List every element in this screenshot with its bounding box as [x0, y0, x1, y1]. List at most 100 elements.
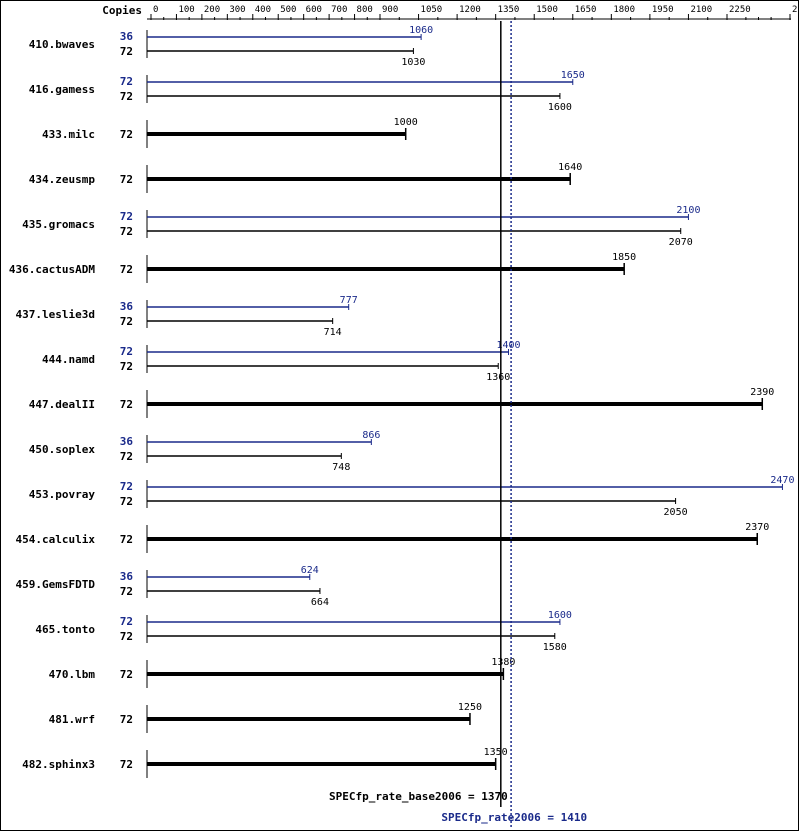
x-tick-label: 0 — [153, 5, 158, 15]
benchmark-row: 434.zeusmp 72 1640 — [29, 162, 582, 193]
peak-value-label: 624 — [301, 565, 319, 576]
benchmark-rows: 410.bwaves 36 72 1060 1030 416.gamess 72 72 1650… — [9, 25, 795, 778]
x-tick-label: 200 — [204, 5, 220, 15]
base-value-label: 1030 — [401, 57, 425, 68]
base-value-label: 1250 — [458, 702, 482, 713]
x-tick-label: 2500 — [792, 5, 798, 15]
x-tick-label: 700 — [331, 5, 347, 15]
peak-copies-label: 36 — [120, 300, 134, 313]
benchmark-row: 482.sphinx3 72 1350 — [22, 747, 508, 778]
base-copies-label: 72 — [120, 450, 133, 463]
x-tick-label: 500 — [280, 5, 296, 15]
base-value-label: 1350 — [484, 747, 508, 758]
benchmark-label: 459.GemsFDTD — [16, 578, 96, 591]
peak-value-label: 1060 — [409, 25, 433, 36]
benchmark-label: 444.namd — [42, 353, 95, 366]
base-copies-label: 72 — [120, 315, 133, 328]
x-tick-label: 1500 — [536, 5, 558, 15]
x-tick-label: 2250 — [729, 5, 751, 15]
base-copies-label: 72 — [120, 758, 133, 771]
benchmark-label: 453.povray — [29, 488, 96, 501]
peak-value-label: 1600 — [548, 610, 572, 621]
base-copies-label: 72 — [120, 668, 133, 681]
x-tick-label: 1200 — [459, 5, 481, 15]
benchmark-row: 470.lbm 72 1380 — [49, 657, 515, 688]
base-value-label: 1600 — [548, 102, 572, 113]
benchmark-label: 434.zeusmp — [29, 173, 96, 186]
benchmark-label: 433.milc — [42, 128, 95, 141]
peak-copies-label: 36 — [120, 570, 134, 583]
benchmark-row: 437.leslie3d 36 72 777 714 — [16, 295, 358, 338]
base-copies-label: 72 — [120, 45, 133, 58]
benchmark-row: 481.wrf 72 1250 — [49, 702, 482, 733]
base-copies-label: 72 — [120, 533, 133, 546]
base-value-label: 2390 — [750, 387, 774, 398]
x-tick-label: 900 — [382, 5, 398, 15]
benchmark-label: 435.gromacs — [22, 218, 95, 231]
base-copies-label: 72 — [120, 585, 133, 598]
x-tick-label: 600 — [306, 5, 322, 15]
base-value-label: 748 — [332, 462, 350, 473]
base-value-label: 714 — [324, 327, 342, 338]
base-value-label: 2050 — [664, 507, 688, 518]
x-tick-label: 800 — [357, 5, 373, 15]
benchmark-label: 447.dealII — [29, 398, 95, 411]
benchmark-label: 416.gamess — [29, 83, 95, 96]
x-tick-label: 2100 — [690, 5, 712, 15]
base-reference-label: SPECfp_rate_base2006 = 1370 — [329, 790, 508, 803]
base-value-label: 2370 — [745, 522, 769, 533]
base-copies-label: 72 — [120, 630, 133, 643]
base-copies-label: 72 — [120, 495, 133, 508]
x-tick-label: 1350 — [498, 5, 520, 15]
benchmark-row: 433.milc 72 1000 — [42, 117, 418, 148]
peak-copies-label: 72 — [120, 345, 133, 358]
benchmark-label: 437.leslie3d — [16, 308, 95, 321]
benchmark-label: 410.bwaves — [29, 38, 95, 51]
base-copies-label: 72 — [120, 225, 133, 238]
reference-lines: SPECfp_rate_base2006 = 1370 SPECfp_rate20… — [329, 21, 587, 827]
base-value-label: 2070 — [669, 237, 693, 248]
peak-copies-label: 36 — [120, 435, 134, 448]
base-copies-label: 72 — [120, 713, 133, 726]
base-copies-label: 72 — [120, 398, 133, 411]
benchmark-row: 410.bwaves 36 72 1060 1030 — [29, 25, 433, 68]
base-copies-label: 72 — [120, 90, 133, 103]
benchmark-row: 435.gromacs 72 72 2100 2070 — [22, 205, 700, 248]
x-tick-label: 1650 — [575, 5, 597, 15]
base-copies-label: 72 — [120, 263, 133, 276]
base-value-label: 1850 — [612, 252, 636, 263]
benchmark-label: 454.calculix — [16, 533, 96, 546]
base-value-label: 1000 — [394, 117, 418, 128]
base-value-label: 1640 — [558, 162, 582, 173]
x-tick-label: 400 — [255, 5, 271, 15]
x-tick-label: 1050 — [421, 5, 443, 15]
peak-value-label: 866 — [362, 430, 380, 441]
peak-value-label: 777 — [340, 295, 358, 306]
benchmark-row: 450.soplex 36 72 866 748 — [29, 430, 381, 473]
peak-copies-label: 36 — [120, 30, 134, 43]
peak-copies-label: 72 — [120, 480, 133, 493]
benchmark-row: 447.dealII 72 2390 — [29, 387, 774, 418]
x-tick-label: 100 — [178, 5, 194, 15]
benchmark-row: 465.tonto 72 72 1600 1580 — [35, 610, 572, 653]
base-copies-label: 72 — [120, 128, 133, 141]
x-tick-label: 1800 — [613, 5, 635, 15]
base-copies-label: 72 — [120, 360, 133, 373]
peak-value-label: 2470 — [770, 475, 794, 486]
base-value-label: 664 — [311, 597, 329, 608]
base-copies-label: 72 — [120, 173, 133, 186]
x-tick-label: 300 — [229, 5, 245, 15]
peak-value-label: 2100 — [676, 205, 700, 216]
peak-value-label: 1400 — [496, 340, 520, 351]
base-value-label: 1360 — [486, 372, 510, 383]
peak-copies-label: 72 — [120, 210, 133, 223]
benchmark-row: 453.povray 72 72 2470 2050 — [29, 475, 795, 518]
benchmark-row: 436.cactusADM 72 1850 — [9, 252, 636, 283]
peak-reference-label: SPECfp_rate2006 = 1410 — [441, 811, 587, 824]
benchmark-row: 459.GemsFDTD 36 72 624 664 — [16, 565, 329, 608]
x-tick-label: 1950 — [652, 5, 674, 15]
benchmark-label: 481.wrf — [49, 713, 95, 726]
axis-title: Copies — [102, 4, 142, 17]
